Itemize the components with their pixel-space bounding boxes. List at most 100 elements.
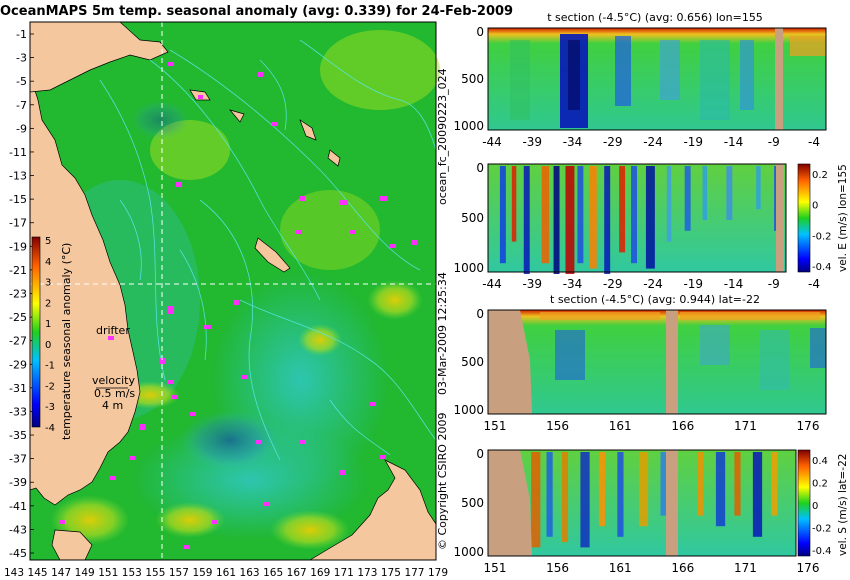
map-x-tick-label: 155 (145, 567, 165, 579)
map-y-tick-label: -37 (9, 453, 27, 466)
panel-y-tick-label: 1000 (453, 119, 484, 133)
panel-vel-lat-land (488, 450, 532, 556)
map-y-tick-label: -3 (16, 52, 27, 65)
map-x-tick-label: 179 (428, 567, 448, 579)
velocity-stripe (541, 166, 550, 264)
panel-colorbar-tick-label: 0.2 (812, 170, 828, 181)
velocity-stripe (531, 452, 541, 548)
panel-x-tick-label: -44 (482, 277, 502, 291)
panel-y-tick-label: 0 (476, 25, 484, 39)
map-y-tick-label: -13 (9, 170, 27, 183)
map-y-tick-label: -27 (9, 335, 27, 348)
velocity-stripe (598, 452, 606, 527)
panel-title: t section (-4.5°C) (avg: 0.656) lon=155 (547, 11, 763, 24)
new-caledonia-land (254, 237, 291, 273)
copyright-label: © Copyright CSIRO 2009 (436, 413, 449, 550)
panel-y-tick-label: 500 (461, 496, 484, 510)
panel-x-tick-label: 171 (734, 419, 757, 433)
map-x-tick-label: 175 (381, 567, 401, 579)
map-y-tick-label: -31 (9, 382, 27, 395)
velocity-legend-value: 0.5 m/s (94, 387, 135, 400)
velocity-stripe (580, 452, 590, 548)
timestamp-label: 03-Mar-2009 12:25:34 (436, 272, 449, 395)
map-title: OceanMAPS 5m temp. seasonal anomaly (avg… (0, 4, 513, 19)
map-x-tick-label: 165 (263, 567, 283, 579)
panel-y-tick-label: 0 (476, 161, 484, 175)
velocity-stripe (617, 452, 624, 537)
panel-x-tick-label: 156 (546, 561, 569, 575)
run-id-label: ocean_fc_20090223_024 (436, 68, 449, 205)
panel-x-tick-label: -29 (603, 135, 623, 149)
panel-vel-lat-land-2 (666, 450, 678, 556)
panel-colorbar-label: vel. E (m/s) lon=155 (837, 164, 849, 272)
vel-lat-colorbar (797, 449, 811, 557)
panel-x-tick-label: -19 (683, 277, 703, 291)
drifters (60, 62, 417, 549)
velocity-stripe (752, 452, 763, 537)
panel-title: t section (-4.5°C) (avg: 0.944) lat=-22 (550, 293, 760, 306)
colorbar-tick-label: 4 (45, 257, 51, 268)
map-y-tick-label: -19 (9, 240, 27, 253)
map-frame (29, 21, 437, 561)
map-y-axis: -1 -3 -5 -7 -9 -11 -13 -15 -17 -19 -21 -23 -25 -27 -29… (9, 28, 34, 560)
new-zealand-land (308, 459, 437, 561)
panel-x-tick-label: -24 (643, 135, 663, 149)
map-y-tick-label: -43 (9, 523, 27, 536)
colorbar-tick-label: -4 (45, 423, 55, 434)
map-y-tick-label: -25 (9, 311, 27, 324)
colorbar-gradient (31, 236, 41, 428)
map-y-tick-label: -15 (9, 193, 27, 206)
panel-x-tick-label: -24 (643, 277, 663, 291)
velocity-stripe (511, 166, 517, 242)
map-y-tick-label: -35 (9, 429, 27, 442)
colorbar-tick-label: 1 (45, 319, 51, 330)
panel-vel-lon (487, 163, 787, 274)
velocity-legend-label: velocity (92, 374, 135, 387)
panel-x-tick-label: -39 (522, 277, 542, 291)
panel-colorbar-tick-label: -0.2 (812, 524, 832, 535)
panel-colorbar-label: vel. S (m/s) lat=-22 (837, 454, 849, 556)
velocity-stripe (638, 452, 649, 527)
map-x-tick-label: 151 (98, 567, 118, 579)
australia-land (29, 74, 141, 506)
velocity-stripe (561, 452, 569, 543)
panel-x-tick-label: 176 (797, 561, 820, 575)
panel-x-tick-label: 151 (484, 419, 507, 433)
map-x-tick-label: 171 (334, 567, 354, 579)
panel-colorbar-tick-label: 0.4 (812, 456, 828, 467)
velocity-stripe (734, 452, 741, 516)
drifter-legend-label: drifter (96, 324, 130, 337)
panel-x-tick-label: 156 (546, 419, 569, 433)
panel-t-lat-land (488, 310, 532, 414)
panel-colorbar-tick-label: -0.2 (812, 231, 832, 242)
vel-lon-colorbar (797, 163, 811, 273)
panel-x-tick-label: -29 (603, 277, 623, 291)
map-x-tick-label: 157 (169, 567, 189, 579)
panel-x-tick-label: -44 (482, 135, 502, 149)
panel-x-tick-label: -4 (808, 277, 820, 291)
panel-x-tick-label: -19 (683, 135, 703, 149)
map-y-tick-label: -45 (9, 547, 27, 560)
panel-vel-lat-stripes (531, 452, 778, 548)
new-guinea-land (29, 21, 169, 93)
velocity-legend-depth: 4 m (102, 399, 123, 412)
map-x-axis: 143 145 147 149 151 153 155 157 159 161 163 165 167 1… (4, 567, 448, 579)
map-y-tick-label: -23 (9, 288, 27, 301)
velocity-stripe (684, 166, 691, 231)
panel-x-tick-label: 171 (734, 561, 757, 575)
colorbar-tick-label: 2 (45, 298, 51, 309)
map-y-tick-label: -29 (9, 358, 27, 371)
panel-x-tick-label: -39 (522, 135, 542, 149)
drifter-legend-marker (108, 336, 114, 340)
velocity-stripe (631, 166, 637, 264)
map-x-tick-label: 153 (122, 567, 142, 579)
map-x-tick-label: 159 (192, 567, 212, 579)
panel-x-tick-label: 151 (484, 561, 507, 575)
panel-colorbar-tick-label: 0 (812, 501, 818, 512)
velocity-stripe (702, 166, 708, 220)
map-x-tick-label: 147 (51, 567, 71, 579)
map-x-tick-label: 169 (310, 567, 330, 579)
colorbar-tick-label: -2 (45, 381, 55, 392)
colorbar-tick-label: -3 (45, 402, 55, 413)
panel-t-lat-frame (487, 309, 827, 415)
